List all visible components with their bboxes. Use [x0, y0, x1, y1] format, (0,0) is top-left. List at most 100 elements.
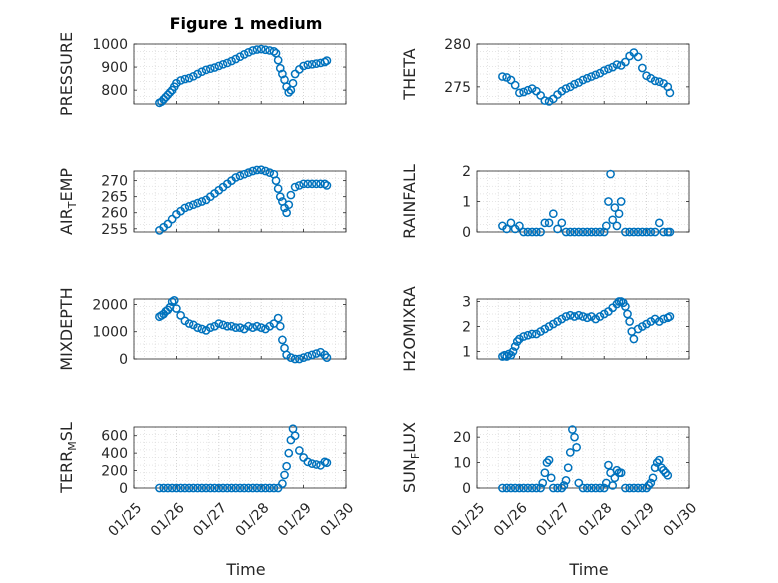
data-point	[536, 483, 545, 493]
data-point	[235, 52, 245, 62]
data-point	[621, 302, 630, 311]
data-point	[205, 323, 215, 332]
data-point	[295, 354, 304, 364]
data-point	[638, 227, 647, 237]
data-point	[661, 468, 671, 478]
data-point	[587, 227, 596, 237]
data-point	[665, 312, 675, 321]
data-point	[646, 227, 656, 237]
data-point	[244, 321, 253, 331]
data-point	[252, 483, 262, 493]
data-point	[591, 70, 601, 80]
data-point	[616, 468, 626, 478]
data-point	[519, 483, 528, 493]
data-point	[244, 483, 253, 493]
series-markers	[498, 425, 673, 493]
data-point	[544, 455, 554, 465]
data-point	[523, 227, 533, 237]
data-point	[625, 483, 634, 493]
figure-title: Figure 1 medium	[170, 14, 323, 33]
data-point	[527, 227, 537, 237]
y-tick-label: 2	[462, 320, 471, 336]
data-point	[510, 342, 520, 351]
y-tick-label: 400	[101, 446, 128, 462]
data-point	[604, 460, 613, 470]
data-point	[299, 353, 308, 362]
data-point	[275, 192, 285, 202]
data-point	[599, 66, 609, 75]
data-point	[288, 78, 298, 88]
data-point	[159, 95, 169, 104]
data-point	[214, 483, 224, 493]
data-point	[582, 73, 592, 83]
data-point	[623, 309, 632, 319]
data-point	[523, 483, 533, 493]
data-point	[591, 314, 601, 324]
data-point	[570, 227, 579, 237]
y-axis-label: THETA	[400, 48, 419, 100]
data-point	[284, 200, 294, 210]
data-point	[176, 311, 185, 320]
data-point	[197, 324, 207, 334]
y-tick-label: 0	[462, 481, 471, 497]
data-point	[578, 483, 588, 493]
data-point	[621, 227, 630, 237]
data-point	[557, 483, 567, 493]
data-point	[650, 463, 660, 473]
data-point	[271, 176, 281, 185]
data-point	[519, 227, 528, 237]
y-tick-label: 270	[101, 174, 128, 190]
y-tick-label: 0	[119, 352, 128, 368]
series-markers	[155, 44, 332, 108]
data-point	[303, 179, 313, 189]
data-point	[227, 56, 236, 66]
data-point	[544, 218, 554, 228]
data-point	[561, 476, 571, 485]
data-point	[659, 465, 668, 475]
x-axis-label-left: Time	[225, 560, 265, 579]
data-point	[311, 460, 321, 469]
data-point	[265, 168, 275, 177]
series-markers	[498, 48, 675, 106]
data-point	[307, 459, 317, 468]
data-point	[548, 209, 558, 219]
data-point	[210, 483, 219, 493]
data-point	[280, 470, 289, 480]
data-point	[231, 483, 241, 493]
y-tick-label: 1	[462, 195, 471, 211]
data-point	[218, 483, 228, 493]
data-point	[159, 483, 169, 493]
data-point	[193, 69, 202, 79]
y-tick-label: 800	[101, 83, 128, 99]
y-tick-label: 265	[101, 190, 128, 206]
axes-frame	[476, 43, 690, 105]
subplot-rainfall: 0 1 2 RAINFALL	[400, 164, 690, 241]
y-tick-label: 275	[444, 80, 471, 96]
y-axis-label: H2OMIXRA	[400, 286, 419, 372]
data-point	[568, 425, 577, 434]
data-point	[612, 465, 622, 475]
data-point	[189, 200, 198, 210]
data-point	[180, 74, 190, 84]
data-point	[311, 349, 321, 358]
y-tick-label: 0	[119, 481, 128, 497]
data-point	[650, 314, 660, 324]
data-point	[646, 73, 656, 83]
data-point	[231, 173, 241, 182]
data-point	[527, 329, 537, 339]
axes-frame	[133, 43, 347, 105]
data-point	[506, 75, 516, 85]
data-point	[252, 165, 262, 175]
data-point	[599, 483, 609, 493]
data-point	[540, 218, 550, 228]
data-point	[633, 324, 643, 334]
data-point	[523, 330, 533, 340]
data-point	[614, 209, 624, 219]
data-point	[595, 68, 605, 78]
data-point	[565, 448, 575, 457]
data-point	[506, 218, 516, 228]
data-point	[633, 52, 643, 62]
data-point	[222, 58, 232, 68]
